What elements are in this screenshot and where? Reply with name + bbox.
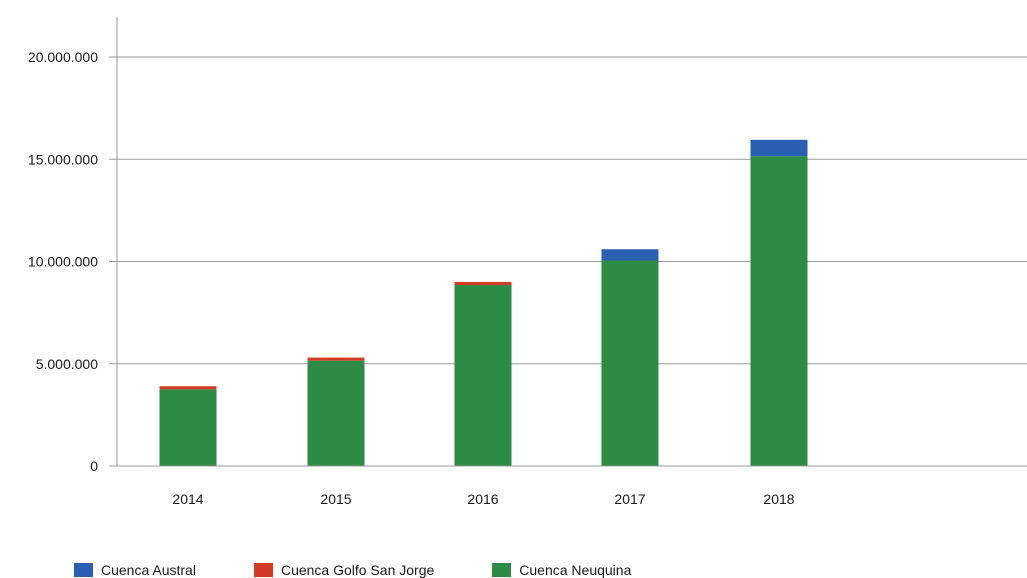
y-tick-label: 20.000.000	[28, 49, 98, 65]
legend: Cuenca Austral Cuenca Golfo San Jorge Cuen…	[74, 562, 689, 578]
legend-swatch	[74, 563, 93, 577]
legend-swatch	[492, 563, 512, 577]
x-tick-label: 2016	[467, 491, 498, 507]
legend-label: Cuenca Golfo San Jorge	[280, 562, 435, 578]
bar-segment	[307, 360, 365, 466]
legend-item: Cuenca Austral	[74, 562, 196, 578]
y-tick-label: 5.000.000	[36, 356, 98, 372]
x-tick-label: 2014	[172, 491, 203, 507]
legend-label: Cuenca Neuquina	[519, 562, 632, 578]
axes	[109, 17, 1027, 467]
bar-segment	[750, 156, 808, 466]
x-tick-label: 2015	[320, 491, 351, 507]
y-tick-labels: 0 5.000.000 10.000.000 15.000.000 20.000.000	[28, 49, 98, 474]
bar-stacks	[159, 139, 808, 466]
legend-swatch	[253, 563, 273, 577]
x-tick-labels: 2014 2015 2016 2017 2018	[172, 491, 794, 507]
x-tick-label: 2017	[614, 491, 645, 507]
gridlines	[109, 56, 1027, 467]
y-tick-label: 10.000.000	[28, 254, 98, 270]
y-tick-label: 0	[90, 458, 98, 474]
x-tick-label: 2018	[763, 491, 794, 507]
bar-segment	[307, 357, 365, 361]
legend-item: Cuenca Neuquina	[492, 562, 631, 578]
stacked-bar-chart: 0 5.000.000 10.000.000 15.000.000 20.000.000…	[28, 17, 1027, 507]
bar-segment	[454, 281, 512, 286]
y-tick-label: 15.000.000	[28, 151, 98, 167]
bar-segment	[454, 285, 512, 466]
legend-label: Cuenca Austral	[101, 562, 196, 578]
bar-segment	[601, 249, 659, 261]
bar-segment	[159, 386, 217, 390]
bar-segment	[159, 389, 217, 466]
bar-segment	[601, 260, 659, 466]
legend-item: Cuenca Golfo San Jorge	[253, 562, 435, 578]
bar-segment	[750, 139, 808, 157]
